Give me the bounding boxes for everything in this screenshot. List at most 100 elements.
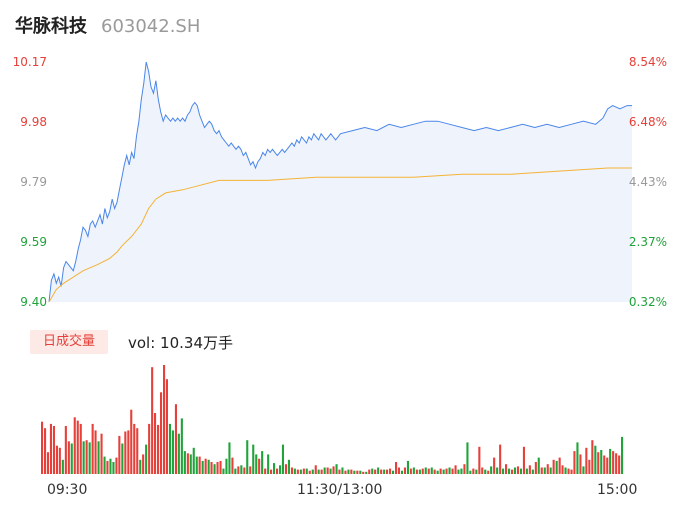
volume-bar (540, 467, 543, 474)
volume-bar (350, 469, 353, 474)
volume-bar (466, 442, 469, 474)
volume-bar (85, 440, 88, 474)
volume-bar (585, 447, 588, 474)
volume-bar (174, 404, 177, 474)
volume-bar (97, 441, 100, 474)
volume-bar (609, 448, 612, 474)
volume-bar (279, 465, 282, 474)
volume-bar (207, 459, 210, 474)
volume-bar (600, 450, 603, 474)
volume-bar (567, 468, 570, 475)
volume-bar (276, 468, 279, 475)
volume-bar (55, 445, 58, 474)
volume-bar (177, 433, 180, 474)
volume-bar (463, 464, 466, 474)
volume-bar (412, 467, 415, 474)
percent-tick-label: 0.32% (628, 295, 667, 309)
volume-bar (121, 443, 124, 474)
stock-code: 603042.SH (101, 16, 201, 37)
volume-bar (231, 457, 234, 474)
volume-bar (290, 467, 293, 474)
volume-bar (323, 467, 326, 474)
volume-bar (409, 468, 412, 475)
volume-bar (386, 469, 389, 474)
price-area-fill (49, 62, 632, 302)
volume-bar (436, 470, 439, 474)
volume-bar (406, 460, 409, 474)
volume-bar (52, 426, 55, 474)
volume-bar (103, 456, 106, 474)
volume-bar (273, 463, 276, 474)
volume-bar (255, 454, 258, 474)
volume-bar (240, 465, 243, 474)
volume-bar (475, 469, 478, 474)
volume-bar (618, 455, 621, 474)
volume-bar (457, 469, 460, 474)
volume-bar (576, 442, 579, 474)
price-tick-label: 9.98 (20, 115, 47, 129)
volume-bar (427, 468, 430, 475)
volume-bar (163, 365, 166, 474)
volume-bar (154, 413, 157, 474)
volume-bar (109, 458, 112, 474)
volume-bar (502, 468, 505, 475)
volume-bar (344, 470, 347, 474)
volume-bar (305, 468, 308, 475)
volume-bar (395, 462, 398, 474)
volume-bar (308, 470, 311, 474)
volume-bar (612, 451, 615, 474)
volume-bar (564, 467, 567, 474)
average-line (48, 167, 632, 303)
volume-bar (403, 467, 406, 474)
volume-bar (73, 417, 76, 474)
volume-bar (261, 451, 264, 474)
volume-bar (534, 462, 537, 474)
volume-bar (252, 444, 255, 474)
volume-bar (243, 467, 246, 474)
volume-bar (302, 468, 305, 475)
volume-bar (246, 440, 249, 474)
volume-bar (496, 467, 499, 474)
volume-bar (180, 418, 183, 474)
volume-bar (374, 469, 377, 474)
percent-tick-label: 6.48% (628, 115, 667, 129)
volume-bar (353, 470, 356, 474)
volume-bar (311, 469, 314, 474)
volume-bar (591, 440, 594, 474)
volume-bar (225, 458, 228, 474)
volume-bar (100, 433, 103, 474)
volume-bar (543, 467, 546, 474)
volume-bar (165, 379, 168, 474)
volume-bar (579, 454, 582, 474)
volume-bar (183, 451, 186, 474)
volume-bar (561, 465, 564, 474)
volume-bar (222, 468, 225, 475)
volume-bar (597, 452, 600, 474)
volume-bar (603, 455, 606, 474)
volume-bar (558, 457, 561, 474)
volume-bar (528, 465, 531, 474)
volume-bar (124, 431, 127, 474)
volume-bar (210, 462, 213, 474)
volume-bar (380, 469, 383, 474)
volume-bar (216, 462, 219, 474)
volume-bar (293, 468, 296, 475)
volume-bar (329, 468, 332, 475)
volume-bar (383, 469, 386, 474)
volume-bar (487, 470, 490, 474)
price-tick-label: 9.59 (20, 235, 47, 249)
volume-bar (168, 423, 171, 474)
volume-bar (365, 471, 368, 474)
volume-bar (145, 444, 148, 474)
volume-bar (377, 467, 380, 474)
volume-bar (281, 444, 284, 474)
volume-bar (531, 469, 534, 474)
volume-bar (46, 452, 49, 474)
volume-bar (148, 423, 151, 474)
volume-bar (332, 466, 335, 474)
volume-bar (341, 467, 344, 474)
volume-bar (219, 460, 222, 474)
volume-bar (347, 469, 350, 474)
volume-bar (522, 446, 525, 475)
